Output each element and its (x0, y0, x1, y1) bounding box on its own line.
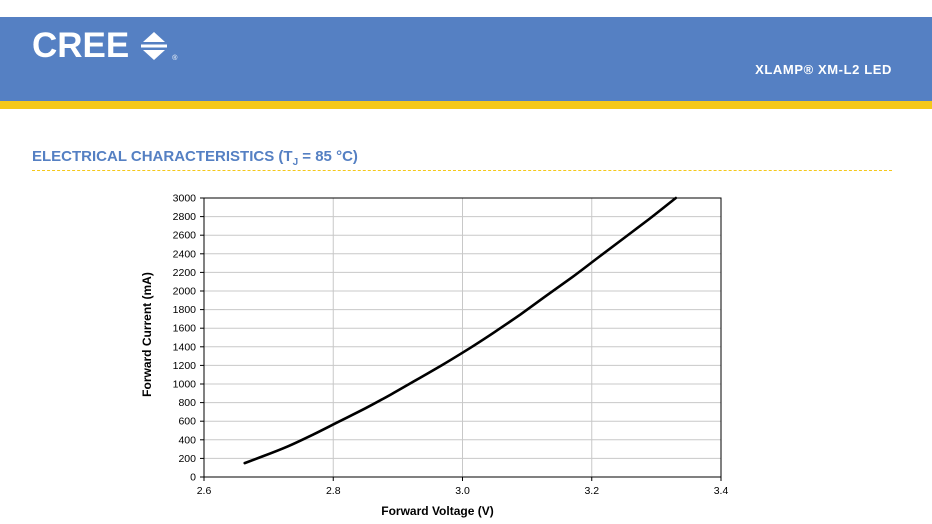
y-tick-label: 2600 (173, 230, 197, 242)
y-tick-label: 1600 (173, 323, 197, 335)
y-axis-title: Forward Current (mA) (140, 272, 154, 397)
section-title-suffix: = 85 °C) (298, 148, 358, 165)
product-name: XLAMP® XM-L2 LED (755, 62, 892, 77)
y-tick-label: 1000 (173, 379, 197, 391)
logo-registered-mark: ® (172, 55, 178, 62)
plot-frame (203, 197, 722, 478)
section-title-prefix: ELECTRICAL CHARACTERISTICS (T (32, 148, 293, 165)
x-tick-label: 3.2 (584, 485, 599, 497)
y-tick-label: 600 (178, 416, 196, 428)
section-divider (32, 170, 892, 171)
x-tick-label: 3.4 (714, 485, 729, 497)
cree-logo: CREE ® (32, 26, 177, 66)
logo-text: CREE (32, 26, 130, 65)
y-tick-label: 2400 (173, 248, 197, 260)
x-tick-label: 2.6 (197, 485, 212, 497)
header-stripe (0, 101, 932, 109)
y-tick-label: 2800 (173, 211, 197, 223)
top-margin (0, 0, 932, 17)
x-tick-label: 2.8 (326, 485, 341, 497)
x-axis-title: Forward Voltage (V) (381, 504, 493, 518)
y-tick-label: 3000 (173, 193, 197, 205)
y-tick-label: 1400 (173, 341, 197, 353)
y-tick-label: 0 (190, 472, 196, 484)
x-tick-label: 3.0 (455, 485, 470, 497)
y-tick-label: 1800 (173, 304, 197, 316)
y-tick-label: 800 (178, 397, 196, 409)
y-tick-label: 2000 (173, 286, 197, 298)
cree-diamond-icon (141, 32, 168, 60)
y-tick-label: 400 (178, 434, 196, 446)
y-tick-label: 200 (178, 453, 196, 465)
y-tick-label: 2200 (173, 267, 197, 279)
section-title-subscript: J (292, 157, 299, 168)
series-line-0 (243, 196, 678, 465)
y-tick-label: 1200 (173, 360, 197, 372)
section-title: ELECTRICAL CHARACTERISTICS (TJ = 85 °C) (32, 148, 358, 168)
